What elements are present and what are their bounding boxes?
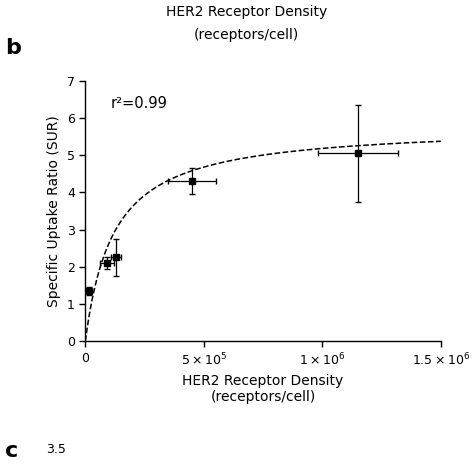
Text: (receptors/cell): (receptors/cell) [194, 28, 299, 43]
Text: c: c [5, 441, 18, 461]
Text: 3.5: 3.5 [46, 443, 66, 456]
Text: b: b [5, 38, 20, 58]
Text: r²=0.99: r²=0.99 [110, 96, 167, 111]
Text: HER2 Receptor Density: HER2 Receptor Density [166, 5, 327, 19]
Y-axis label: Specific Uptake Ratio (SUR): Specific Uptake Ratio (SUR) [47, 115, 61, 307]
X-axis label: HER2 Receptor Density
(receptors/cell): HER2 Receptor Density (receptors/cell) [182, 374, 344, 404]
